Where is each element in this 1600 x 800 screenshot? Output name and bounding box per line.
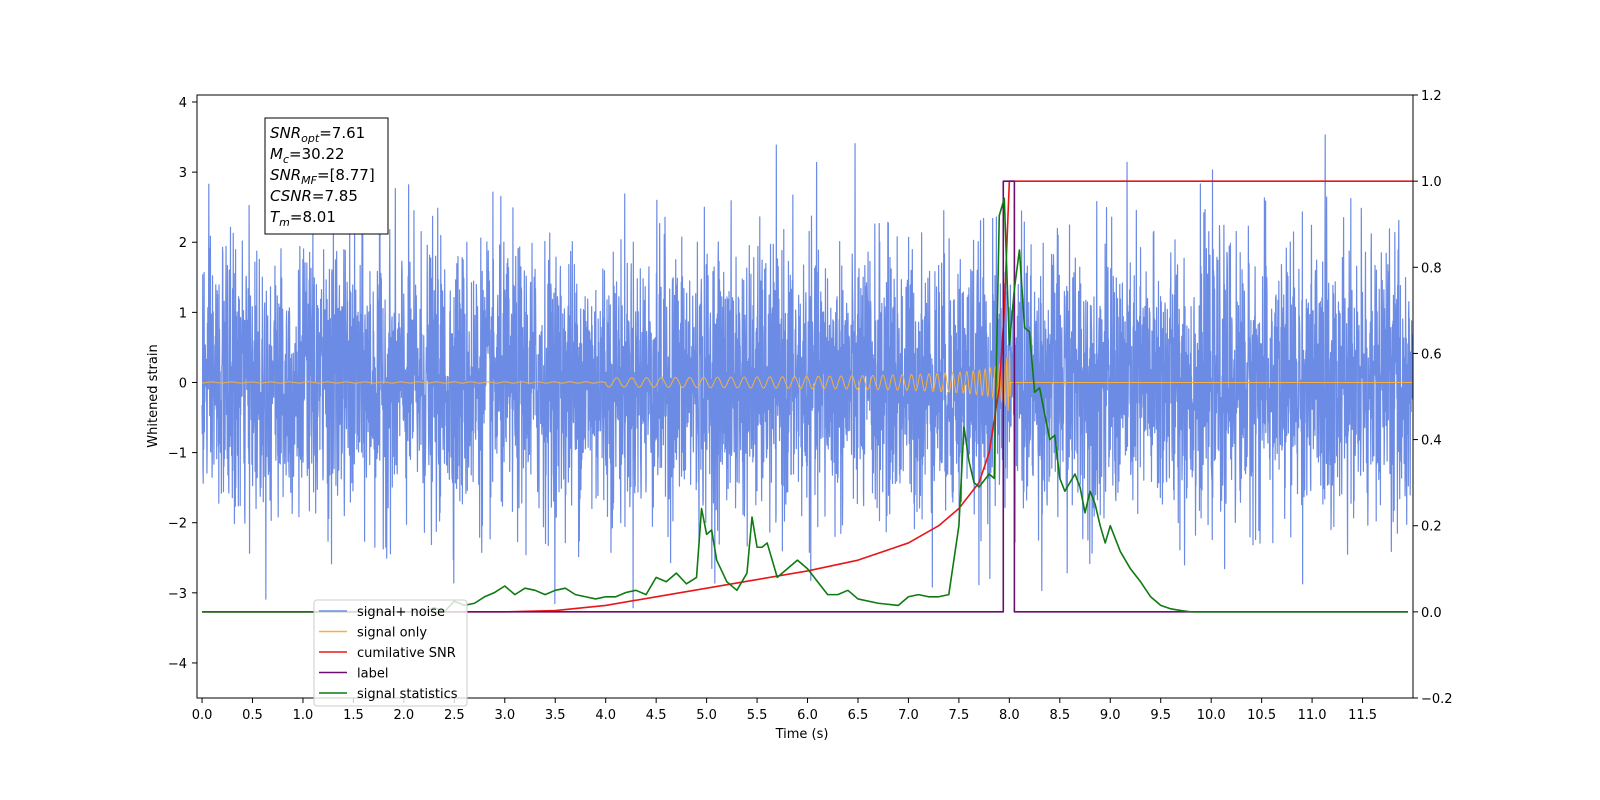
x-tick-label: 9.5 [1150, 708, 1171, 723]
series-signal-only [201, 350, 1413, 412]
x-tick-label: 8.0 [999, 708, 1020, 723]
x-tick-label: 1.5 [343, 708, 364, 723]
info-value: =7.61 [319, 124, 365, 142]
y2-tick-label: −0.2 [1421, 692, 1453, 707]
x-tick-label: 10.0 [1197, 708, 1226, 723]
info-line: SNRMF=[8.77] [270, 166, 375, 187]
x-tick-label: 11.0 [1298, 708, 1327, 723]
info-line: Tm=8.01 [270, 208, 336, 229]
y-tick-label: −1 [168, 447, 187, 462]
info-subscript: m [279, 216, 290, 229]
y-axis-label: Whitened strain [146, 344, 161, 447]
series-signal-statistics [202, 197, 1408, 613]
y-tick-label: 0 [179, 376, 187, 391]
info-box: SNRopt=7.61Mc=30.22SNRMF=[8.77]CSNR=7.85… [264, 117, 389, 235]
info-value: =7.85 [312, 187, 358, 205]
info-symbol: T [270, 208, 281, 226]
y2-tick-label: 0.6 [1421, 347, 1442, 362]
y-tick-label: −4 [168, 657, 187, 672]
y2-tick-label: 0.2 [1421, 520, 1442, 535]
x-tick-label: 9.0 [1100, 708, 1121, 723]
x-tick-label: 2.5 [444, 708, 465, 723]
x-tick-label: 10.5 [1247, 708, 1276, 723]
legend-label: signal only [357, 626, 427, 641]
y-tick-label: −3 [168, 587, 187, 602]
info-line: Mc=30.22 [270, 145, 345, 166]
info-subscript: opt [301, 132, 320, 145]
y2-tick-label: 0.8 [1421, 261, 1442, 276]
info-line: SNRopt=7.61 [270, 124, 365, 145]
x-tick-label: 8.5 [1049, 708, 1070, 723]
info-value: =8.01 [290, 208, 336, 226]
axes-layer: 0.0 0.5 1.0 1.5 2.0 2.5 3.0 3.5 4.0 4.5 5.0 5.5 6.0 6… [168, 89, 1453, 723]
x-tick-label: 6.0 [797, 708, 818, 723]
y-tick-label: 1 [179, 306, 187, 321]
x-tick-label: 11.5 [1348, 708, 1377, 723]
x-tick-label: 1.0 [293, 708, 314, 723]
legend-label: signal+ noise [357, 605, 445, 620]
info-line: CSNR=7.85 [270, 187, 358, 205]
y2-tick-label: 1.2 [1421, 89, 1442, 104]
x-tick-label: 4.5 [646, 708, 667, 723]
x-tick-label: 6.5 [848, 708, 869, 723]
x-tick-label: 5.0 [696, 708, 717, 723]
series-layer [201, 134, 1413, 613]
x-tick-label: 0.0 [192, 708, 213, 723]
info-value: =[8.77] [317, 166, 375, 184]
y2-tick-label: 0.4 [1421, 434, 1442, 449]
info-symbol: SNR [270, 166, 301, 184]
y2-tick-label: 0.0 [1421, 606, 1442, 621]
info-symbol: M [270, 145, 283, 163]
info-value: =30.22 [289, 145, 345, 163]
info-symbol: CSNR [270, 187, 312, 205]
x-tick-label: 2.0 [394, 708, 415, 723]
x-tick-label: 0.5 [242, 708, 263, 723]
series-signal-noise [201, 134, 1413, 609]
info-subscript: MF [301, 174, 317, 187]
x-tick-label: 7.0 [898, 708, 919, 723]
y-tick-label: 2 [179, 236, 187, 251]
y-tick-label: −2 [168, 517, 187, 532]
series-label [202, 180, 1408, 613]
legend-label: label [357, 667, 388, 682]
info-subscript: c [283, 153, 289, 166]
y-tick-label: 4 [179, 96, 187, 111]
x-tick-label: 3.5 [545, 708, 566, 723]
y2-tick-label: 1.0 [1421, 175, 1442, 190]
info-box-frame [264, 117, 389, 235]
legend-label: cumilative SNR [357, 646, 456, 661]
legend-frame [313, 599, 468, 707]
info-symbol: SNR [270, 124, 301, 142]
legend-label: signal statistics [357, 687, 458, 702]
x-tick-label: 7.5 [949, 708, 970, 723]
x-axis-label: Time (s) [775, 727, 829, 742]
x-tick-label: 3.0 [494, 708, 515, 723]
x-tick-label: 4.0 [595, 708, 616, 723]
legend: signal+ noise signal only cumilative SNR la… [313, 599, 468, 707]
plot-frame [196, 94, 1414, 699]
y-tick-label: 3 [179, 166, 187, 181]
x-tick-label: 5.5 [747, 708, 768, 723]
